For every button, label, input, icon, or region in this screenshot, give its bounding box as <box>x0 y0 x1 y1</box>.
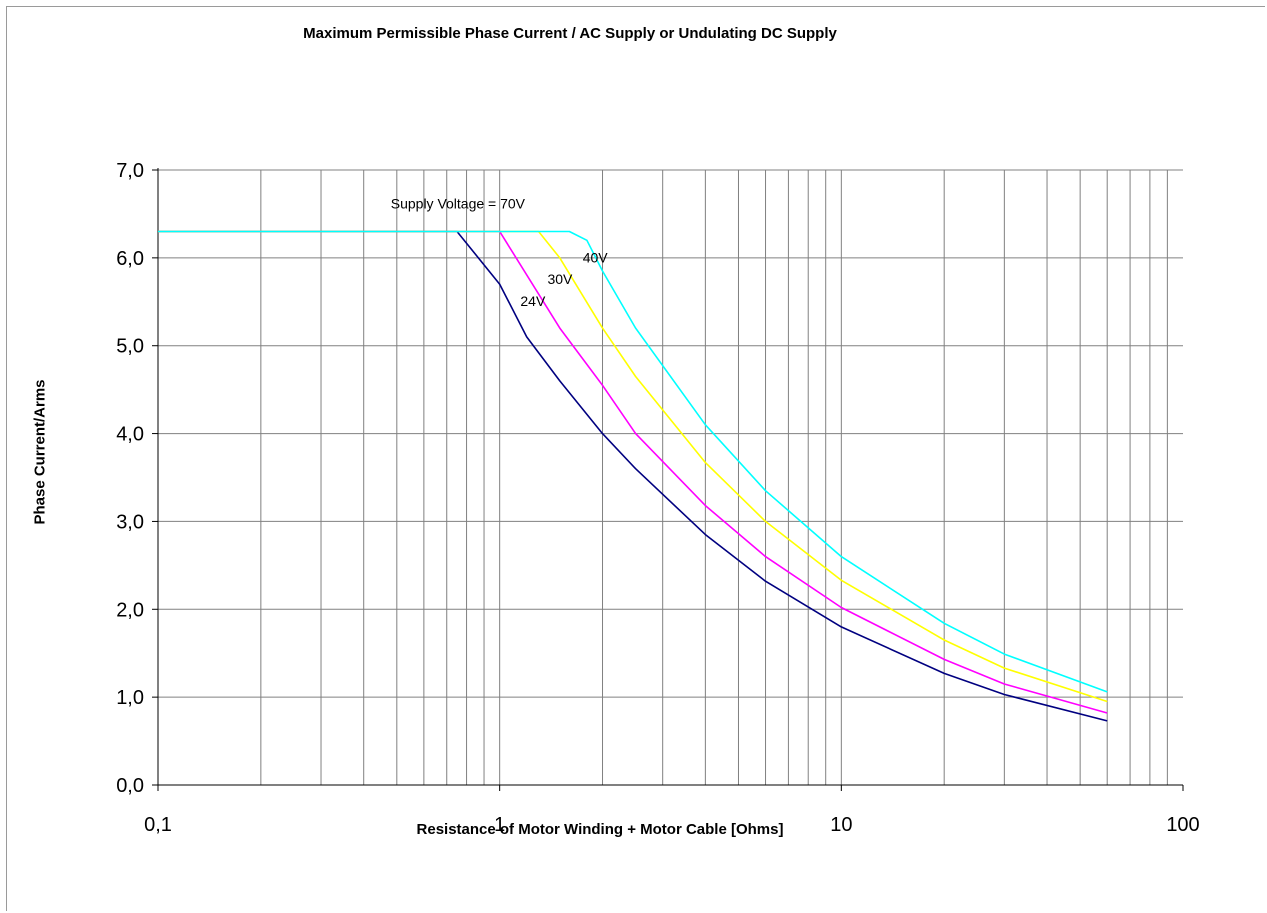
x-axis-title: Resistance of Motor Winding + Motor Cabl… <box>416 821 784 838</box>
y-tick-label: 5,0 <box>116 336 144 358</box>
series-line-1 <box>158 230 1108 722</box>
y-tick-label: 2,0 <box>116 599 144 621</box>
series-annotation: 24V <box>520 293 546 309</box>
series-line-3 <box>158 230 1108 703</box>
series-annotation: Supply Voltage = 70V <box>391 196 526 212</box>
x-tick-label: 1 <box>494 814 505 836</box>
series-line-4 <box>158 230 1108 693</box>
y-tick-label: 3,0 <box>116 511 144 533</box>
y-tick-label: 1,0 <box>116 687 144 709</box>
series-annotation: 40V <box>583 249 609 265</box>
series-lines <box>158 230 1108 722</box>
axes <box>152 168 1184 791</box>
y-tick-label: 6,0 <box>116 248 144 270</box>
x-tick-label: 100 <box>1166 814 1199 836</box>
y-tick-label: 0,0 <box>116 775 144 797</box>
x-tick-label: 0,1 <box>144 814 172 836</box>
y-tick-label: 7,0 <box>116 160 144 182</box>
gridlines <box>158 169 1183 785</box>
series-line-2 <box>158 230 1108 714</box>
chart-title: Maximum Permissible Phase Current / AC S… <box>303 25 837 42</box>
tick-labels: 0,0 1,0 2,0 3,0 4,0 5,0 6,0 7,0 0,1 1 10 100 <box>116 160 1200 836</box>
y-tick-label: 4,0 <box>116 424 144 446</box>
series-annotation: 30V <box>547 271 573 287</box>
x-tick-label: 10 <box>830 814 852 836</box>
chart-frame <box>6 6 1265 911</box>
